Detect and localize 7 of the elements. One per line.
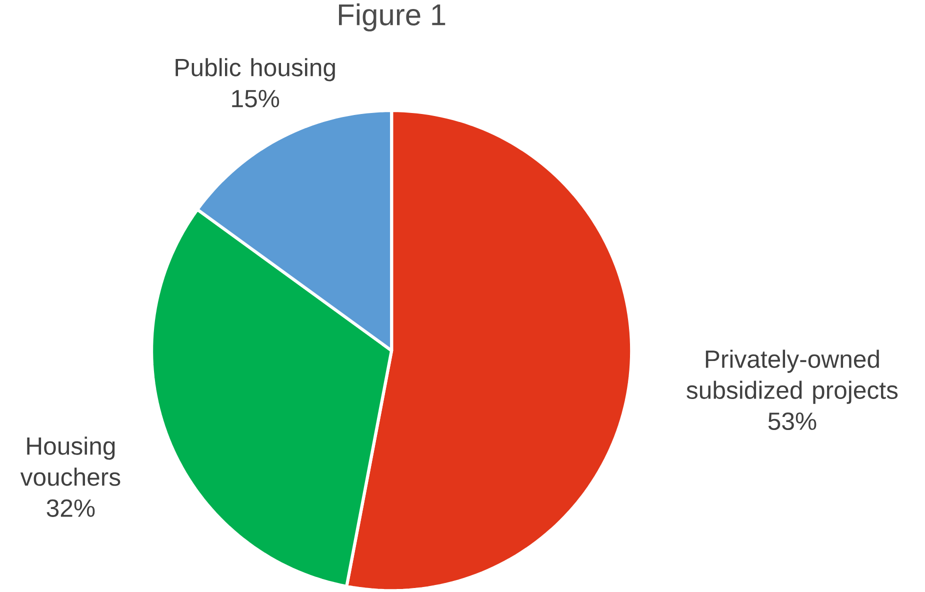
data-label: 32% xyxy=(46,499,95,517)
slice-label: Housing vouchers xyxy=(20,436,120,486)
data-label: 53% xyxy=(768,412,816,430)
data-label: 15% xyxy=(232,90,280,108)
chart-title: Figure 1 xyxy=(338,3,446,32)
slice-label: Privately-owned subsidized projects xyxy=(686,350,898,404)
slice-label: Public housing xyxy=(176,58,335,82)
